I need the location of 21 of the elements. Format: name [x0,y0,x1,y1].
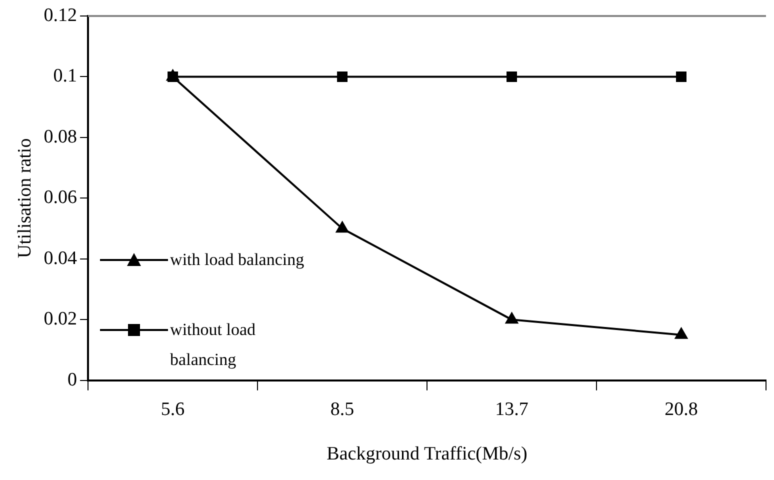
y-tick-label: 0.02 [44,308,78,330]
x-tick-label: 13.7 [495,398,528,420]
point [506,312,518,324]
y-tick-label: 0 [68,369,78,390]
x-tick-label: 5.6 [160,398,185,420]
legend-label: with load balancing [170,249,304,272]
y-tick-label: 0.06 [44,187,78,208]
y-tick-label: 0.08 [44,126,78,148]
y-tick-label: 0.12 [44,4,78,26]
point [506,71,518,82]
y-axis-title: Utilisation ratio [14,138,36,258]
legend-label: without load balancing [170,319,257,372]
point [337,71,348,82]
point [675,328,688,339]
point [336,222,348,233]
y-tick-label: 0.04 [44,248,78,269]
x-tick-label: 8.5 [330,398,354,420]
x-axis-title: Background Traffic(Mb/s) [326,444,528,465]
point [676,71,686,82]
y-tick-label: 0.1 [53,66,78,87]
x-tick-label: 20.8 [664,398,698,420]
